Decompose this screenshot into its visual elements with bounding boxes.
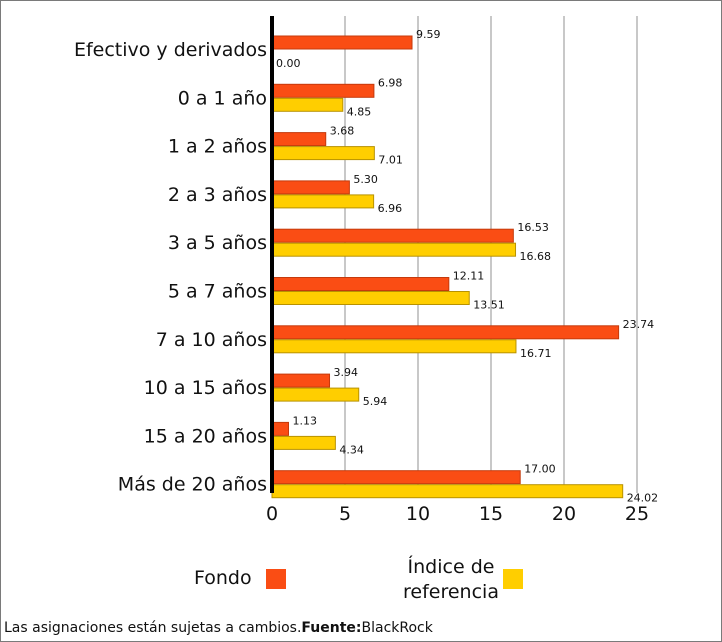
legend-indice-swatch xyxy=(503,569,523,589)
bar-fondo xyxy=(271,83,375,98)
category-label: 15 a 20 años xyxy=(144,425,267,447)
value-label-fondo: 3.68 xyxy=(330,125,355,138)
bar-indice xyxy=(271,291,470,305)
value-label-indice: 13.51 xyxy=(473,299,505,312)
x-tick-label: 15 xyxy=(479,503,503,525)
legend-indice-label-line1: Índice de xyxy=(407,556,495,578)
footer-note: Las asignaciones están sujetas a cambios… xyxy=(4,620,433,636)
bar-fondo xyxy=(271,421,289,436)
bar-indice xyxy=(271,339,517,354)
category-label: 5 a 7 años xyxy=(168,281,267,303)
legend-fondo-label: Fondo xyxy=(194,567,252,589)
value-label-fondo: 12.11 xyxy=(453,270,485,283)
category-label: 7 a 10 años xyxy=(156,329,267,351)
bar-fondo xyxy=(271,373,331,388)
bar-indice xyxy=(271,242,517,257)
category-label: 0 a 1 año xyxy=(178,87,267,109)
bar-indice xyxy=(271,484,624,499)
bar-indice xyxy=(271,435,336,450)
category-label: 10 a 15 años xyxy=(144,377,267,399)
value-label-fondo: 23.74 xyxy=(623,318,655,331)
bar-indice xyxy=(271,97,344,112)
bar-fondo xyxy=(271,277,450,291)
category-label: Efectivo y derivados xyxy=(74,39,267,61)
value-label-fondo: 17.00 xyxy=(524,463,556,476)
value-label-indice: 4.85 xyxy=(347,105,372,118)
value-label-fondo: 1.13 xyxy=(292,414,317,427)
category-label: 3 a 5 años xyxy=(168,232,267,254)
bar-fondo xyxy=(271,228,514,243)
bar-indice xyxy=(271,194,375,209)
value-label-fondo: 6.98 xyxy=(378,76,403,89)
value-label-indice: 16.68 xyxy=(520,250,552,263)
legend-fondo-swatch xyxy=(266,569,286,589)
x-tick-label: 0 xyxy=(266,503,278,525)
category-label: 1 a 2 años xyxy=(168,136,267,158)
x-tick-label: 10 xyxy=(406,503,430,525)
value-label-indice: 7.01 xyxy=(378,154,403,167)
bar-fondo xyxy=(271,470,521,485)
footer-text: Las asignaciones están sujetas a cambios… xyxy=(4,620,302,636)
x-axis-ticks: 0 5 10 15 20 25 xyxy=(266,503,649,525)
value-label-fondo: 9.59 xyxy=(416,28,441,41)
footer-source-value: BlackRock xyxy=(361,620,433,636)
value-label-indice: 16.71 xyxy=(520,347,552,360)
bar-fondo xyxy=(271,325,620,340)
value-labels: 9.59 0.00 6.98 4.85 3.68 7.015.30 6.96 16.53 16.… xyxy=(276,28,658,505)
x-tick-label: 20 xyxy=(552,503,576,525)
bar-fondo xyxy=(271,35,413,50)
legend-indice-label-line2: referencia xyxy=(403,581,499,603)
value-label-fondo: 16.53 xyxy=(517,221,549,234)
category-label: 2 a 3 años xyxy=(168,184,267,206)
value-label-fondo: 5.30 xyxy=(353,173,378,186)
value-label-indice: 0.00 xyxy=(276,57,301,70)
bar-indice xyxy=(271,387,360,402)
bar-fondo xyxy=(271,132,327,147)
bar-indice xyxy=(271,146,375,161)
x-tick-label: 25 xyxy=(625,503,649,525)
x-tick-label: 5 xyxy=(339,503,351,525)
value-label-indice: 5.94 xyxy=(363,395,388,408)
category-labels: Efectivo y derivados 0 a 1 año 1 a 2 años 2… xyxy=(74,39,267,496)
value-label-fondo: 3.94 xyxy=(334,366,359,379)
bar-chart: 9.59 0.00 6.98 4.85 3.68 7.015.30 6.96 16.53 16.… xyxy=(74,16,658,525)
value-label-indice: 6.96 xyxy=(378,202,403,215)
category-label: Más de 20 años xyxy=(118,474,267,496)
legend-indice-label: Índice de referencia xyxy=(396,555,506,605)
value-label-indice: 24.02 xyxy=(627,492,659,505)
value-label-indice: 4.34 xyxy=(339,443,364,456)
bars xyxy=(271,35,624,499)
bar-fondo xyxy=(271,180,350,195)
footer-source-label: Fuente: xyxy=(301,620,362,636)
